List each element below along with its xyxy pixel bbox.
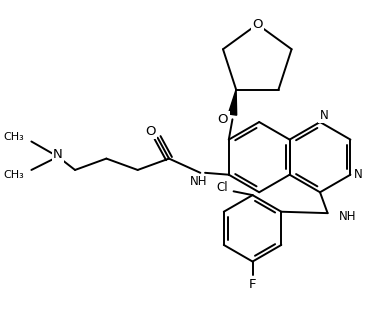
Text: Cl: Cl bbox=[216, 181, 228, 194]
Text: NH: NH bbox=[190, 175, 207, 188]
Polygon shape bbox=[228, 90, 237, 115]
Text: NH: NH bbox=[339, 211, 356, 223]
Text: O: O bbox=[145, 124, 155, 138]
Text: O: O bbox=[252, 18, 263, 31]
Text: F: F bbox=[249, 278, 256, 291]
Text: N: N bbox=[319, 109, 328, 122]
Text: N: N bbox=[53, 148, 63, 161]
Text: N: N bbox=[354, 168, 362, 181]
Text: CH₃: CH₃ bbox=[3, 132, 24, 142]
Text: O: O bbox=[218, 113, 228, 126]
Text: CH₃: CH₃ bbox=[3, 170, 24, 180]
